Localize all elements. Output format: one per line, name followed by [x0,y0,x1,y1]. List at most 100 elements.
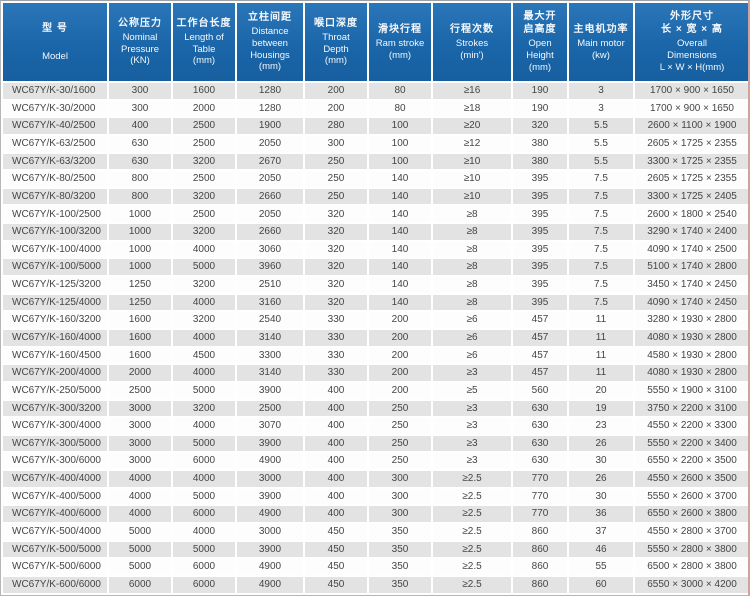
model-cell: WC67Y/K-100/3200 [3,224,107,240]
col-header-table-length-zh: 工作台长度 [176,17,232,29]
value-cell: 1280 [237,100,303,117]
col-header-model: 型 号 Model [3,3,107,81]
value-cell: 2500 [237,400,303,417]
value-cell: 2600 × 1100 × 1900 [635,118,748,134]
model-cell: WC67Y/K-300/5000 [3,435,107,452]
value-cell: 3000 [109,435,171,452]
model-cell: WC67Y/K-125/3200 [3,277,107,293]
model-cell: WC67Y/K-160/4500 [3,347,107,364]
model-cell: WC67Y/K-100/5000 [3,259,107,276]
table-row: WC67Y/K-125/3200 1250 3200 2510 320 140 ≥8 395 7… [3,277,748,293]
value-cell: 3960 [237,259,303,276]
value-cell: 11 [569,312,633,328]
table-row: WC67Y/K-500/5000 5000 5000 3900 450 350 ≥2.5 86… [3,541,748,558]
value-cell: 860 [513,541,567,558]
value-cell: 4090 × 1740 × 2450 [635,294,748,311]
col-header-throat-depth: 喉口深度 Throat Depth (mm) [305,3,367,81]
value-cell: 11 [569,347,633,364]
table-row: WC67Y/K-125/4000 1250 4000 3160 320 140 ≥8 395 7… [3,294,748,311]
value-cell: 20 [569,382,633,399]
value-cell: 80 [369,83,431,99]
value-cell: 457 [513,365,567,381]
value-cell: 5000 [173,488,235,505]
value-cell: 3060 [237,241,303,258]
value-cell: 630 [109,153,171,170]
value-cell: ≥20 [433,118,511,134]
col-header-nominal-pressure-en: Nominal Pressure (KN) [120,31,159,67]
value-cell: 140 [369,206,431,223]
value-cell: 100 [369,153,431,170]
value-cell: 400 [305,400,367,417]
value-cell: 7.5 [569,206,633,223]
model-cell: WC67Y/K-100/2500 [3,206,107,223]
value-cell: 4000 [173,241,235,258]
value-cell: 140 [369,277,431,293]
table-row: WC67Y/K-200/4000 2000 4000 3140 330 200 ≥3 457 1… [3,365,748,381]
value-cell: ≥3 [433,435,511,452]
value-cell: ≥3 [433,418,511,434]
value-cell: ≥2.5 [433,524,511,540]
value-cell: 1900 [237,118,303,134]
value-cell: 250 [369,435,431,452]
value-cell: 3750 × 2200 × 3100 [635,400,748,417]
value-cell: 4080 × 1930 × 2800 [635,365,748,381]
model-cell: WC67Y/K-200/4000 [3,365,107,381]
col-header-housing-distance-en: Distance between Housings (mm) [250,25,290,73]
value-cell: 400 [305,382,367,399]
value-cell: 450 [305,576,367,593]
col-header-ram-stroke: 滑块行程 Ram stroke (mm) [369,3,431,81]
value-cell: 4900 [237,453,303,470]
value-cell: 250 [369,453,431,470]
value-cell: 1250 [109,277,171,293]
value-cell: 860 [513,524,567,540]
value-cell: ≥8 [433,206,511,223]
value-cell: 3200 [173,312,235,328]
table-row: WC67Y/K-600/6000 6000 6000 4900 450 350 ≥2.5 86… [3,576,748,593]
value-cell: 1600 [109,312,171,328]
model-cell: WC67Y/K-100/4000 [3,241,107,258]
value-cell: 2660 [237,188,303,205]
value-cell: 200 [305,83,367,99]
value-cell: 5100 × 1740 × 2800 [635,259,748,276]
model-cell: WC67Y/K-400/4000 [3,471,107,487]
value-cell: 3280 × 1930 × 2800 [635,312,748,328]
model-cell: WC67Y/K-300/6000 [3,453,107,470]
value-cell: 7.5 [569,188,633,205]
value-cell: 5.5 [569,153,633,170]
value-cell: 7.5 [569,171,633,187]
value-cell: 30 [569,488,633,505]
value-cell: 200 [369,312,431,328]
value-cell: ≥2.5 [433,559,511,575]
value-cell: 300 [109,83,171,99]
value-cell: 4000 [173,329,235,346]
value-cell: 350 [369,559,431,575]
value-cell: 300 [109,100,171,117]
value-cell: 4900 [237,506,303,523]
table-row: WC67Y/K-100/5000 1000 5000 3960 320 140 ≥8 395 7… [3,259,748,276]
value-cell: 5550 × 1900 × 3100 [635,382,748,399]
value-cell: 19 [569,400,633,417]
value-cell: 46 [569,541,633,558]
value-cell: 11 [569,365,633,381]
value-cell: 140 [369,188,431,205]
value-cell: 300 [369,471,431,487]
value-cell: 5000 [109,559,171,575]
value-cell: 3300 × 1725 × 2355 [635,153,748,170]
value-cell: 26 [569,435,633,452]
table-row: WC67Y/K-100/4000 1000 4000 3060 320 140 ≥8 395 7… [3,241,748,258]
value-cell: 2500 [109,382,171,399]
col-header-ram-stroke-zh: 滑块行程 [378,23,422,35]
model-cell: WC67Y/K-250/5000 [3,382,107,399]
value-cell: 200 [305,100,367,117]
value-cell: 320 [305,224,367,240]
value-cell: 630 [513,435,567,452]
value-cell: 4000 [109,488,171,505]
value-cell: 380 [513,153,567,170]
value-cell: 250 [305,171,367,187]
model-cell: WC67Y/K-63/3200 [3,153,107,170]
col-header-main-motor-zh: 主电机功率 [573,23,629,35]
value-cell: 250 [369,418,431,434]
value-cell: 2000 [109,365,171,381]
value-cell: ≥16 [433,83,511,99]
value-cell: 4000 [109,506,171,523]
